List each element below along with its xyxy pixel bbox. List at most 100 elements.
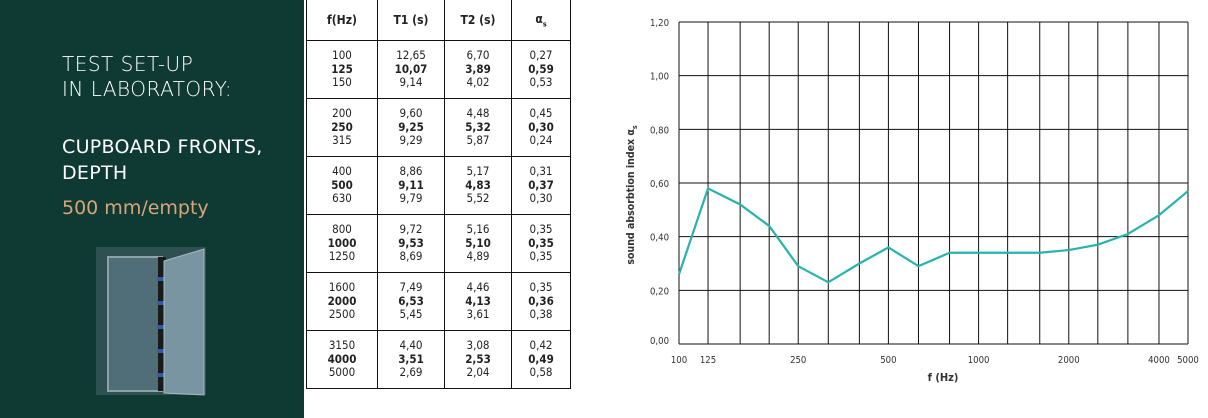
table-row-group: 400 500 630 8,86 9,11 9,79 5,17 4,83 5,52 0,31 0,3… [306, 156, 571, 215]
y-tick-label: 0,40 [650, 233, 669, 244]
cell-value: 9,79 [399, 191, 423, 206]
cell-value: 5,10 [465, 235, 491, 250]
alpha-subscript: s [542, 20, 547, 29]
absorption-chart: 0,00 0,20 0,40 0,60 0,80 1,00 1,20 100 125 250 50… [625, 18, 1199, 384]
y-axis-label: sound absorbtion index αs [625, 125, 639, 265]
series-line [677, 186, 1189, 284]
cell-value: 3,08 [466, 338, 490, 353]
table-cell: 0,42 0,49 0,58 [511, 330, 571, 389]
cell-value: 5,87 [466, 133, 490, 148]
table-header-row: f(Hz) T1 (s) T2 (s) αs [306, 0, 571, 41]
cell-value: 12,65 [396, 48, 426, 63]
cell-value: 10,07 [394, 61, 428, 76]
product-title: CUPBOARD FRONTS, DEPTH [62, 134, 263, 186]
header-t2: T2 (s) [444, 0, 512, 41]
cell-value: 2500 [328, 307, 356, 322]
table-row-group: 3150 4000 5000 4,40 3,51 2,69 3,08 2,53 2,04 0,42… [306, 330, 571, 389]
cell-value: 6,53 [398, 293, 424, 308]
test-setup-heading: TEST SET-UP IN LABORATORY: [62, 52, 232, 102]
table-cell: 4,40 3,51 2,69 [377, 330, 445, 389]
cell-value: 500 [331, 177, 353, 192]
cell-value: 9,14 [399, 75, 423, 90]
info-panel: TEST SET-UP IN LABORATORY: CUPBOARD FRON… [0, 0, 304, 418]
x-tick-label: 1000 [968, 355, 990, 366]
heading-line-2: IN LABORATORY: [62, 77, 233, 101]
table-cell: 6,70 3,89 4,02 [444, 40, 512, 99]
y-tick-label: 0,60 [650, 179, 669, 190]
chart-grid [678, 21, 1189, 345]
cell-value: 4,46 [466, 280, 490, 295]
cell-value: 400 [332, 164, 352, 179]
table-row-group: 1600 2000 2500 7,49 6,53 5,45 4,46 4,13 3,61 0,35… [306, 272, 571, 331]
cell-value: 0,35 [529, 280, 553, 295]
cell-value: 0,35 [528, 235, 554, 250]
cell-value: 2,53 [465, 351, 491, 366]
x-axis-ticks: 100 125 250 500 1000 2000 4000 5000 [671, 355, 1199, 366]
x-tick-label: 500 [880, 355, 896, 366]
table-cell: 9,72 9,53 8,69 [377, 214, 445, 273]
cell-value: 6,70 [466, 48, 490, 63]
measurement-table: f(Hz) T1 (s) T2 (s) αs 100 125 150 12,65 10,… [306, 0, 571, 389]
cell-value: 5,16 [466, 222, 490, 237]
x-tick-label: 2000 [1058, 355, 1080, 366]
cell-value: 4,83 [465, 177, 491, 192]
header-t1: T1 (s) [377, 0, 445, 41]
cell-value: 0,31 [529, 164, 553, 179]
cell-value: 4,89 [466, 249, 490, 264]
cell-value: 4,40 [399, 338, 423, 353]
table-cell: 4,48 5,32 5,87 [444, 98, 512, 157]
cell-value: 0,58 [529, 365, 553, 380]
table-cell: 12,65 10,07 9,14 [377, 40, 445, 99]
table-cell: 9,60 9,25 9,29 [377, 98, 445, 157]
cell-value: 0,30 [529, 191, 553, 206]
table-row-group: 200 250 315 9,60 9,25 9,29 4,48 5,32 5,87 0,45 0,3… [306, 98, 571, 157]
table-cell: 0,35 0,35 0,35 [511, 214, 571, 273]
y-tick-label: 1,00 [650, 72, 669, 83]
cell-value: 0,49 [528, 351, 554, 366]
table-cell: 400 500 630 [306, 156, 378, 215]
x-tick-label: 100 [671, 355, 687, 366]
x-tick-label: 5000 [1177, 355, 1199, 366]
cell-value: 0,37 [528, 177, 554, 192]
cell-value: 7,49 [399, 280, 423, 295]
cell-value: 4,48 [466, 106, 490, 121]
cell-value: 3150 [328, 338, 356, 353]
y-axis-label-text: sound absorbtion index α [625, 129, 637, 265]
cell-value: 8,69 [399, 249, 423, 264]
cell-value: 5,52 [466, 191, 490, 206]
heading-line-1: TEST SET-UP [62, 52, 194, 76]
x-tick-label: 125 [700, 355, 716, 366]
cell-value: 150 [332, 75, 352, 90]
cell-value: 0,59 [528, 61, 554, 76]
cell-value: 630 [332, 191, 352, 206]
cell-value: 3,61 [466, 307, 490, 322]
table-cell: 0,45 0,30 0,24 [511, 98, 571, 157]
cell-value: 100 [332, 48, 352, 63]
table-row-group: 800 1000 1250 9,72 9,53 8,69 5,16 5,10 4,89 0,35 0… [306, 214, 571, 273]
cell-value: 9,60 [399, 106, 423, 121]
cell-value: 0,30 [528, 119, 554, 134]
cell-value: 9,25 [398, 119, 424, 134]
cell-value: 0,53 [529, 75, 553, 90]
y-tick-label: 0,20 [650, 286, 669, 297]
cell-value: 9,53 [398, 235, 424, 250]
cupboard-icon [96, 247, 206, 396]
cell-value: 0,42 [529, 338, 553, 353]
cell-value: 1600 [328, 280, 356, 295]
product-line-2: DEPTH [62, 162, 128, 184]
cell-value: 4000 [327, 351, 357, 366]
cell-value: 2000 [327, 293, 357, 308]
cell-value: 4,13 [465, 293, 491, 308]
cell-value: 8,86 [399, 164, 423, 179]
table-cell: 8,86 9,11 9,79 [377, 156, 445, 215]
table-cell: 0,31 0,37 0,30 [511, 156, 571, 215]
table-cell: 800 1000 1250 [306, 214, 378, 273]
table-cell: 5,16 5,10 4,89 [444, 214, 512, 273]
x-tick-label: 4000 [1148, 355, 1170, 366]
alpha-symbol: α [535, 11, 543, 26]
cell-value: 3,51 [398, 351, 424, 366]
cell-value: 1250 [328, 249, 356, 264]
cell-value: 200 [332, 106, 352, 121]
cell-value: 9,29 [399, 133, 423, 148]
table-cell: 100 125 150 [306, 40, 378, 99]
